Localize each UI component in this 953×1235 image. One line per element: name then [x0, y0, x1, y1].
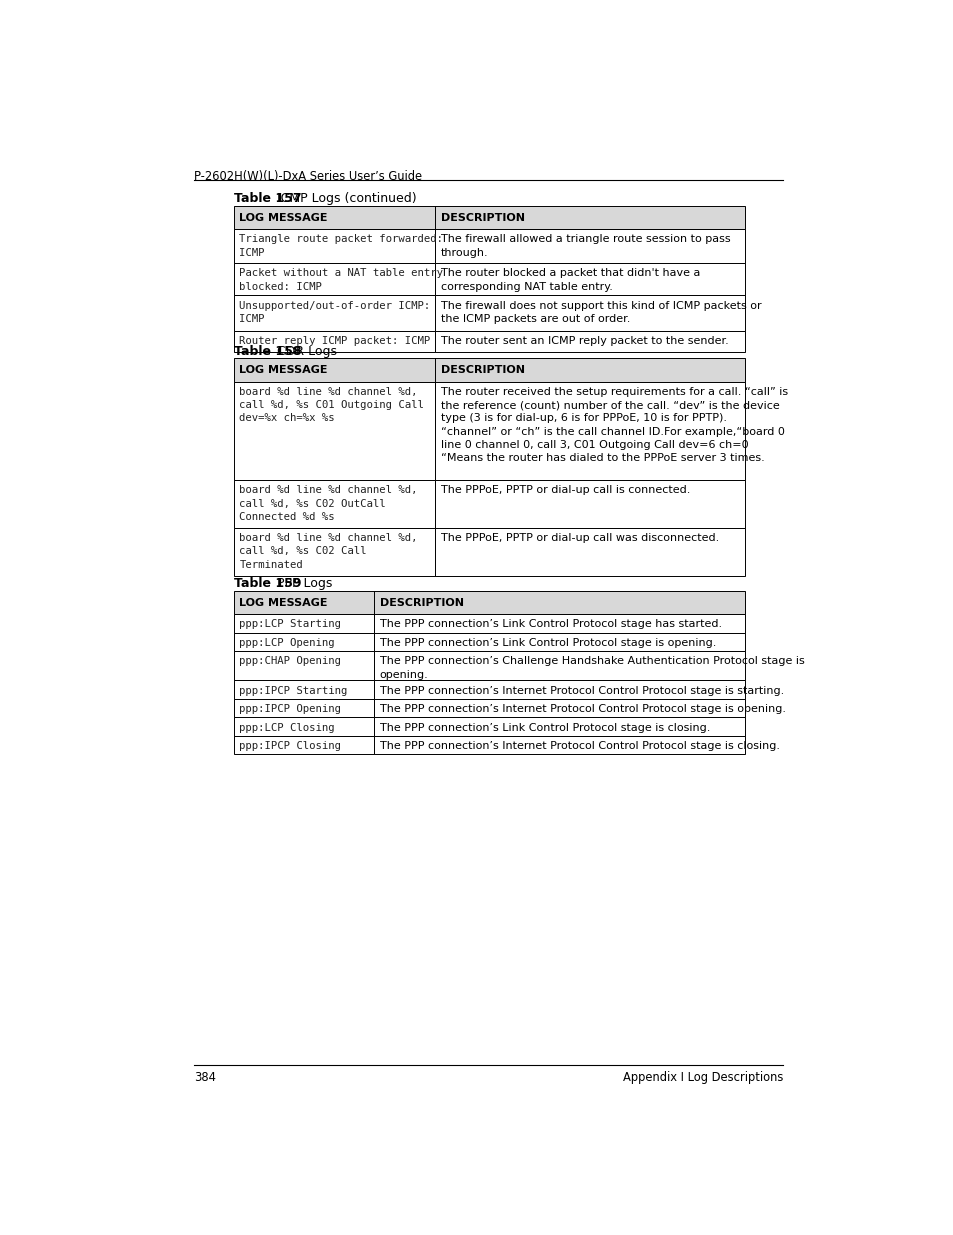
Text: The PPP connection’s Internet Protocol Control Protocol stage is starting.: The PPP connection’s Internet Protocol C… [379, 685, 783, 695]
Text: CDR Logs: CDR Logs [277, 345, 337, 358]
Bar [233, 206, 744, 228]
Text: Packet without a NAT table entry
blocked: ICMP: Packet without a NAT table entry blocked… [239, 268, 443, 291]
Bar [233, 358, 744, 382]
Text: The PPP connection’s Link Control Protocol stage is opening.: The PPP connection’s Link Control Protoc… [379, 638, 715, 648]
Bar [233, 382, 435, 480]
Bar [435, 480, 744, 527]
Bar [374, 718, 744, 736]
Bar [374, 632, 744, 651]
Text: board %d line %d channel %d,
call %d, %s C01 Outgoing Call
dev=%x ch=%x %s: board %d line %d channel %d, call %d, %s… [239, 387, 424, 424]
Text: Appendix I Log Descriptions: Appendix I Log Descriptions [622, 1071, 782, 1083]
Bar [374, 651, 744, 680]
Text: DESCRIPTION: DESCRIPTION [440, 366, 524, 375]
Text: DESCRIPTION: DESCRIPTION [379, 598, 463, 608]
Text: The firewall allowed a triangle route session to pass
through.: The firewall allowed a triangle route se… [440, 235, 730, 258]
Text: Table 157: Table 157 [233, 193, 301, 205]
Bar [233, 614, 374, 632]
Text: ppp:LCP Starting: ppp:LCP Starting [239, 620, 341, 630]
Bar [233, 736, 374, 755]
Text: The router received the setup requirements for a call. “call” is
the reference (: The router received the setup requiremen… [440, 387, 787, 463]
Text: The PPPoE, PPTP or dial-up call was disconnected.: The PPPoE, PPTP or dial-up call was disc… [440, 534, 719, 543]
Bar [374, 736, 744, 755]
Text: LOG MESSAGE: LOG MESSAGE [239, 366, 328, 375]
Text: ppp:IPCP Starting: ppp:IPCP Starting [239, 685, 348, 695]
Text: The PPP connection’s Internet Protocol Control Protocol stage is opening.: The PPP connection’s Internet Protocol C… [379, 704, 784, 714]
Bar [374, 680, 744, 699]
Text: The PPP connection’s Challenge Handshake Authentication Protocol stage is
openin: The PPP connection’s Challenge Handshake… [379, 656, 803, 679]
Text: The PPP connection’s Link Control Protocol stage is closing.: The PPP connection’s Link Control Protoc… [379, 722, 709, 732]
Bar [233, 699, 374, 718]
Text: Unsupported/out-of-order ICMP:
ICMP: Unsupported/out-of-order ICMP: ICMP [239, 300, 430, 324]
Bar [233, 480, 435, 527]
Text: Table 159: Table 159 [233, 577, 301, 590]
Text: The PPP connection’s Internet Protocol Control Protocol stage is closing.: The PPP connection’s Internet Protocol C… [379, 741, 779, 751]
Bar [435, 295, 744, 331]
Text: ppp:IPCP Opening: ppp:IPCP Opening [239, 704, 341, 714]
Text: Router reply ICMP packet: ICMP: Router reply ICMP packet: ICMP [239, 336, 430, 346]
Text: Table 158: Table 158 [233, 345, 301, 358]
Text: The firewall does not support this kind of ICMP packets or
the ICMP packets are : The firewall does not support this kind … [440, 300, 760, 324]
Bar [435, 331, 744, 352]
Text: ICMP Logs (continued): ICMP Logs (continued) [277, 193, 416, 205]
Bar [233, 718, 374, 736]
Text: PPP Logs: PPP Logs [277, 577, 333, 590]
Text: The PPP connection’s Link Control Protocol stage has started.: The PPP connection’s Link Control Protoc… [379, 620, 720, 630]
Bar [435, 263, 744, 295]
Bar [233, 228, 435, 263]
Bar [374, 614, 744, 632]
Text: board %d line %d channel %d,
call %d, %s C02 OutCall
Connected %d %s: board %d line %d channel %d, call %d, %s… [239, 485, 417, 522]
Text: ppp:LCP Closing: ppp:LCP Closing [239, 722, 335, 732]
Text: The router sent an ICMP reply packet to the sender.: The router sent an ICMP reply packet to … [440, 336, 728, 346]
Bar [374, 699, 744, 718]
Text: P-2602H(W)(L)-DxA Series User’s Guide: P-2602H(W)(L)-DxA Series User’s Guide [194, 169, 422, 183]
Text: The PPPoE, PPTP or dial-up call is connected.: The PPPoE, PPTP or dial-up call is conne… [440, 485, 690, 495]
Bar [233, 263, 435, 295]
Bar [233, 680, 374, 699]
Text: 384: 384 [194, 1071, 216, 1083]
Bar [435, 382, 744, 480]
Bar [435, 527, 744, 576]
Bar [233, 592, 744, 614]
Text: board %d line %d channel %d,
call %d, %s C02 Call
Terminated: board %d line %d channel %d, call %d, %s… [239, 534, 417, 569]
Bar [233, 632, 374, 651]
Bar [233, 651, 374, 680]
Bar [233, 295, 435, 331]
Text: ppp:IPCP Closing: ppp:IPCP Closing [239, 741, 341, 751]
Bar [233, 527, 435, 576]
Text: Triangle route packet forwarded:
ICMP: Triangle route packet forwarded: ICMP [239, 235, 443, 258]
Text: LOG MESSAGE: LOG MESSAGE [239, 212, 328, 222]
Bar [233, 331, 435, 352]
Text: DESCRIPTION: DESCRIPTION [440, 212, 524, 222]
Text: LOG MESSAGE: LOG MESSAGE [239, 598, 328, 608]
Text: ppp:LCP Opening: ppp:LCP Opening [239, 638, 335, 648]
Bar [435, 228, 744, 263]
Text: The router blocked a packet that didn't have a
corresponding NAT table entry.: The router blocked a packet that didn't … [440, 268, 700, 291]
Text: ppp:CHAP Opening: ppp:CHAP Opening [239, 656, 341, 667]
